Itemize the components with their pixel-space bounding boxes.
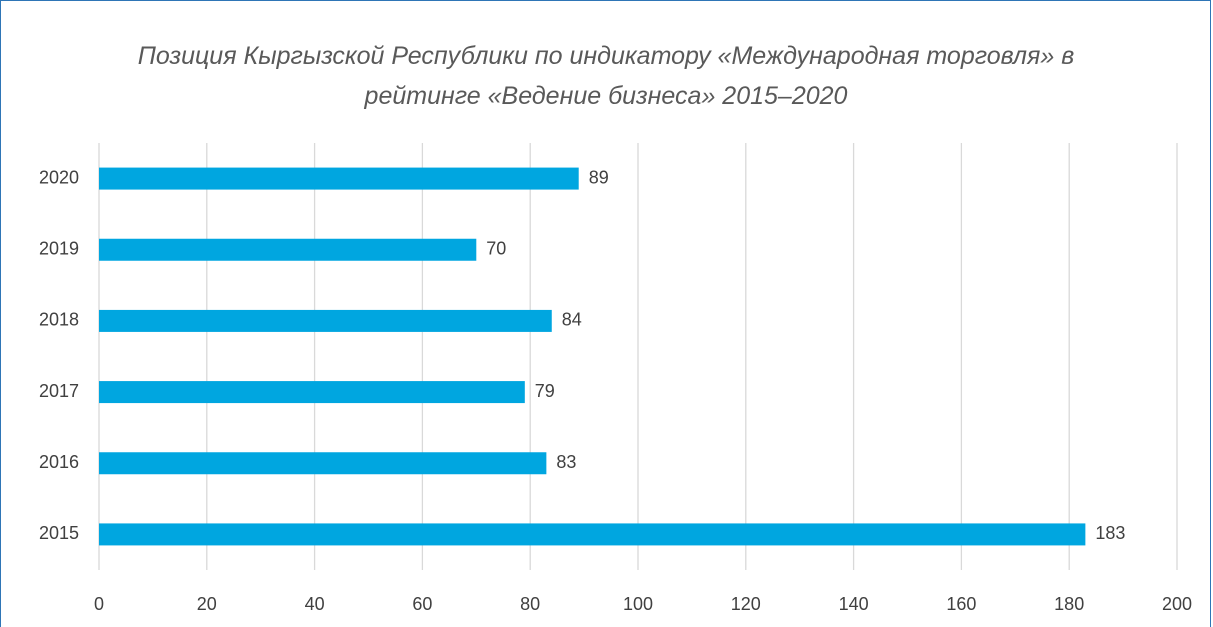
data-label: 183 xyxy=(1095,523,1125,543)
bar xyxy=(99,381,525,404)
x-tick-label: 100 xyxy=(623,594,653,614)
y-tick-label: 2018 xyxy=(39,310,79,330)
x-tick-label: 60 xyxy=(412,594,432,614)
bar xyxy=(99,523,1086,546)
y-tick-label: 2016 xyxy=(39,452,79,472)
x-tick-label: 200 xyxy=(1162,594,1192,614)
bar xyxy=(99,238,477,261)
x-tick-label: 40 xyxy=(305,594,325,614)
bar xyxy=(99,167,579,190)
x-tick-label: 140 xyxy=(839,594,869,614)
x-tick-label: 80 xyxy=(520,594,540,614)
bar xyxy=(99,452,547,475)
y-tick-label: 2019 xyxy=(39,239,79,259)
x-tick-label: 20 xyxy=(197,594,217,614)
y-tick-label: 2015 xyxy=(39,523,79,543)
data-label: 84 xyxy=(562,310,582,330)
data-label: 89 xyxy=(589,167,609,187)
data-label: 79 xyxy=(535,381,555,401)
data-label: 83 xyxy=(556,452,576,472)
data-label: 70 xyxy=(486,239,506,259)
x-tick-label: 180 xyxy=(1054,594,1084,614)
bar xyxy=(99,309,552,332)
x-tick-label: 0 xyxy=(94,594,104,614)
y-tick-label: 2017 xyxy=(39,381,79,401)
y-tick-label: 2020 xyxy=(39,167,79,187)
x-tick-label: 120 xyxy=(731,594,761,614)
x-tick-label: 160 xyxy=(946,594,976,614)
chart-title: Позиция Кыргызской Республики по индикат… xyxy=(137,42,1075,110)
